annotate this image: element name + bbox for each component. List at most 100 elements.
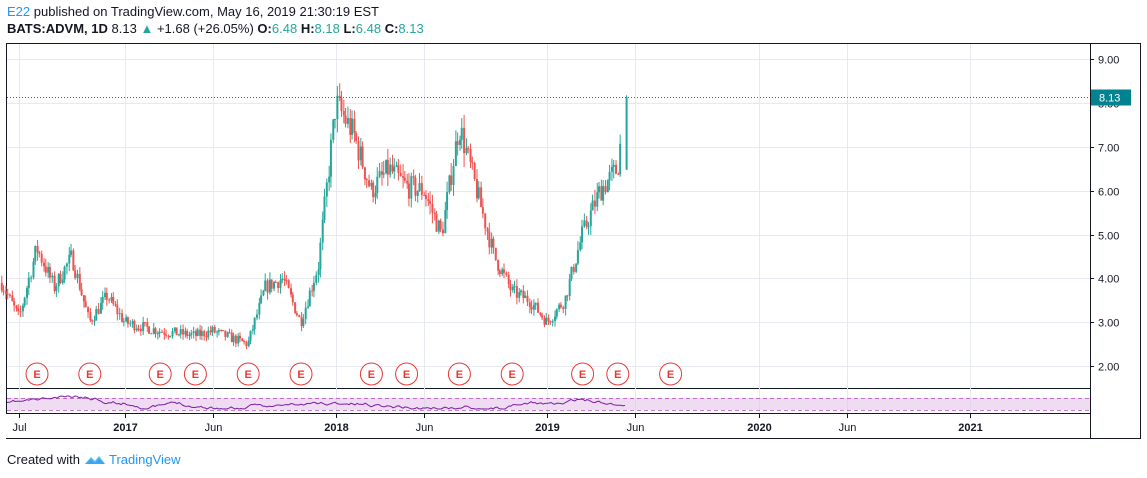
- earnings-marker[interactable]: E: [359, 362, 383, 386]
- candle-body: [361, 146, 364, 168]
- earnings-marker[interactable]: E: [659, 362, 683, 386]
- symbol-label[interactable]: BATS:ADVM, 1D: [7, 21, 108, 36]
- earnings-badge: [78, 362, 102, 386]
- y-tick-label: 2.00: [1098, 362, 1119, 374]
- candle-body: [515, 286, 518, 298]
- candle-body: [579, 242, 582, 251]
- candle-body: [19, 311, 22, 313]
- candle-body: [551, 320, 554, 323]
- candle-body: [258, 302, 261, 315]
- candle-body: [319, 242, 322, 270]
- last-price-indicator: 8.13: [7, 89, 1131, 106]
- candle-body: [484, 213, 487, 229]
- candle-body: [610, 166, 613, 172]
- candle-body: [511, 286, 514, 291]
- candle-body: [498, 270, 501, 275]
- candle-body: [2, 290, 5, 292]
- earnings-marker[interactable]: E: [289, 362, 313, 386]
- candle-body: [407, 183, 410, 199]
- earnings-marker[interactable]: E: [571, 362, 595, 386]
- earnings-marker[interactable]: E: [183, 362, 207, 386]
- earnings-badge: [25, 362, 49, 386]
- earnings-marker[interactable]: E: [395, 362, 419, 386]
- earnings-marker[interactable]: E: [500, 362, 524, 386]
- earnings-letter: E: [33, 369, 40, 381]
- candle-body: [36, 246, 39, 253]
- earnings-marker[interactable]: E: [148, 362, 172, 386]
- candle-body: [477, 187, 480, 199]
- candle-body: [304, 307, 307, 319]
- earnings-marker[interactable]: E: [25, 362, 49, 386]
- earnings-letter: E: [368, 369, 375, 381]
- published-text: published on TradingView.com, May 16, 20…: [33, 4, 379, 19]
- candle-body: [378, 171, 381, 177]
- candle-body: [290, 288, 293, 295]
- author-link[interactable]: E22: [7, 4, 31, 19]
- candle-body: [279, 280, 282, 288]
- earnings-letter: E: [86, 369, 93, 381]
- candle-body: [300, 317, 303, 326]
- candle-body: [221, 330, 224, 332]
- candle-body: [359, 146, 362, 161]
- tradingview-link[interactable]: TradingView: [84, 452, 181, 467]
- candle-body: [625, 97, 628, 170]
- candle-body: [143, 322, 146, 324]
- candle-body: [481, 207, 484, 214]
- candle-body: [473, 162, 476, 179]
- candle-body: [558, 304, 561, 310]
- earnings-letter: E: [456, 369, 463, 381]
- candle-body: [95, 309, 98, 321]
- candle-body: [112, 297, 115, 304]
- candle-body: [372, 182, 375, 198]
- open-value: 6.48: [271, 21, 298, 36]
- candle-body: [420, 183, 423, 195]
- candle-body: [158, 331, 161, 334]
- candle-body: [108, 299, 111, 301]
- candle-body: [251, 329, 254, 331]
- time-axis[interactable]: Jul 2017 Jun 2018 Jun 2019 Jun 2020 Jun 2021: [12, 414, 983, 434]
- earnings-marker[interactable]: E: [78, 362, 102, 386]
- candle-body: [545, 317, 548, 325]
- candle-body: [317, 269, 320, 276]
- candle-body: [471, 162, 474, 164]
- candle-body: [410, 176, 413, 199]
- candle-body: [205, 336, 208, 338]
- candle-body: [414, 177, 417, 196]
- candle-body: [51, 275, 54, 278]
- candle-body: [4, 291, 7, 294]
- x-tick-label: 2017: [113, 422, 137, 434]
- candle-body: [323, 196, 326, 220]
- candle-body: [199, 329, 202, 336]
- earnings-badge: [148, 362, 172, 386]
- candle-body: [509, 283, 512, 291]
- candle-body: [93, 320, 96, 322]
- candle-body: [429, 201, 432, 204]
- candle-body: [220, 329, 223, 331]
- y-tick-label: 9.00: [1098, 55, 1119, 67]
- candle-body: [570, 266, 573, 280]
- candle-body: [78, 273, 81, 290]
- candle-body: [576, 250, 579, 264]
- earnings-badge: [359, 362, 383, 386]
- candle-body: [444, 210, 447, 234]
- candle-body: [256, 314, 258, 318]
- candle-body: [311, 290, 314, 292]
- earnings-marker[interactable]: E: [447, 362, 471, 386]
- candle-body: [406, 180, 409, 184]
- candle-body: [241, 338, 244, 342]
- candle-body: [13, 301, 16, 306]
- low-value: 6.48: [355, 21, 382, 36]
- earnings-marker[interactable]: E: [606, 362, 630, 386]
- candle-body: [391, 164, 394, 172]
- earnings-marker[interactable]: E: [236, 362, 260, 386]
- candle-body: [101, 297, 104, 303]
- candle-body: [374, 192, 377, 198]
- candle-body: [446, 192, 449, 211]
- candle-body: [80, 289, 83, 296]
- candle-body: [497, 259, 500, 271]
- candle-body: [502, 269, 505, 273]
- candle-body: [294, 302, 297, 314]
- y-tick-label: 7.00: [1098, 143, 1119, 155]
- candle-body: [507, 274, 510, 284]
